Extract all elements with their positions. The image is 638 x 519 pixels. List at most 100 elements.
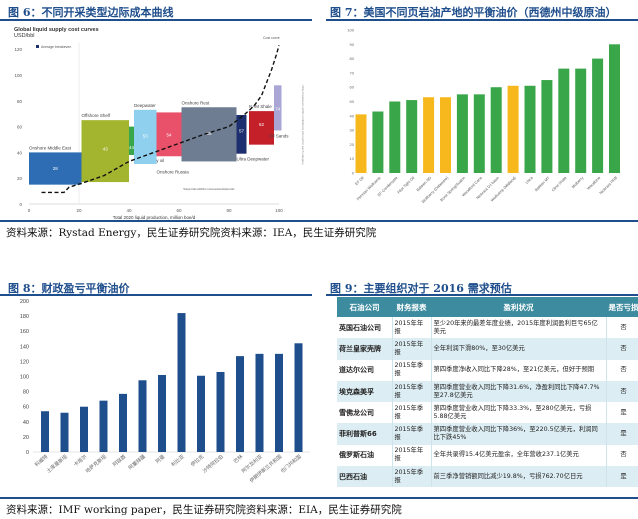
table-row: 英国石油公司 2015年年报 至少20年来的最差年度业绩，2015年度利润盈利巨亏6… xyxy=(337,317,638,339)
segment-bar xyxy=(274,85,282,131)
segment-bar xyxy=(129,126,134,155)
divider xyxy=(0,294,312,296)
report-cell: 2015年季报 xyxy=(392,466,432,488)
y-tick-label: 40 xyxy=(350,113,355,118)
x-tick-label: 利比亚 xyxy=(170,453,186,468)
loss-cell: 是 xyxy=(606,423,638,445)
company-cell: 菲利普斯66 xyxy=(337,423,393,445)
report-cell: 2015年年报 xyxy=(392,317,432,339)
segment-value: 74 xyxy=(275,107,281,112)
x-tick-label: 40 xyxy=(126,208,132,213)
bar xyxy=(575,68,587,173)
bar xyxy=(423,97,435,173)
segment-label: Offshore Shelf xyxy=(82,113,111,118)
bar xyxy=(197,375,205,452)
segment-bar xyxy=(181,107,237,162)
company-cell: 英国石油公司 xyxy=(337,317,393,339)
bar xyxy=(158,374,166,452)
report-cell: 2015年季报 xyxy=(392,423,432,445)
y-tick-label: 40 xyxy=(17,150,23,155)
y-tick-label: 60 xyxy=(350,85,355,90)
report-cell: 2015年季报 xyxy=(392,359,432,381)
x-tick-label: 阿联酋 xyxy=(111,453,127,468)
segment-label: Onshore Middle East xyxy=(29,145,72,150)
bar xyxy=(177,313,186,452)
table-row: 道达尔公司 2015年季报 第四季度净收入同比下降28%，至21亿美元，但好于预期否 xyxy=(337,359,638,381)
bar xyxy=(80,406,88,452)
segment-bar xyxy=(81,120,129,183)
company-cell: 荷兰皇家壳牌 xyxy=(337,338,393,360)
segment-value: 53 xyxy=(143,134,149,139)
y-tick-label: 180 xyxy=(20,314,29,320)
source-bottom: 资料来源：IMF working paper，民生证券研究院资料来源：EIA，民… xyxy=(6,504,402,516)
profit-cell: 全年共录得15.4亿美元盈余，全年营收237.1亿美元 xyxy=(431,444,607,467)
segment-label: NAM Shale xyxy=(249,104,272,109)
company-cell: 雪佛龙公司 xyxy=(337,402,393,424)
bar xyxy=(255,353,264,452)
x-tick-label: 也门共和国 xyxy=(279,453,303,474)
report-cell: 2015年季报 xyxy=(392,402,432,424)
x-tick-label: Bakken MT xyxy=(534,175,551,192)
x-tick-label: 哈萨克斯坦 xyxy=(84,453,108,474)
y-tick-label: 100 xyxy=(14,73,22,78)
loss-cell: 否 xyxy=(606,338,638,360)
bar xyxy=(275,353,283,452)
company-cell: 巴西石油 xyxy=(337,466,393,488)
y-tick-label: 20 xyxy=(23,435,29,441)
segment-value: 54 xyxy=(166,132,172,137)
y-tick-label: 60 xyxy=(17,125,23,130)
fig6-title: 图 6：不同开采类型边际成本曲线 xyxy=(8,6,174,19)
x-tick-label: Bakken ND xyxy=(416,176,433,193)
loss-cell: 是 xyxy=(606,402,638,424)
bar xyxy=(440,97,451,173)
y-tick-label: 140 xyxy=(20,344,29,350)
y-tick-label: 20 xyxy=(17,176,23,181)
segment-value: 43 xyxy=(103,147,109,152)
fig6-cost-curve-label: Cost curve xyxy=(263,36,280,40)
x-tick-label: 0 xyxy=(28,208,31,213)
x-tick-label: 100 xyxy=(275,208,283,213)
profit-cell: 第四季度营业收入同比下降33.3%，至280亿美元，亏损5.88亿美元 xyxy=(431,402,607,424)
y-tick-label: 30 xyxy=(350,128,355,133)
bar xyxy=(372,111,384,173)
segment-label: Ultra Deepwater xyxy=(237,157,270,162)
divider xyxy=(326,19,638,21)
x-tick-label: 土库曼斯坦 xyxy=(45,453,69,474)
bar xyxy=(524,85,536,173)
segment-value: 57 xyxy=(239,128,245,133)
segment-label: Onshore Rest xyxy=(182,100,211,105)
x-tick-label: 80 xyxy=(226,208,232,213)
fig7-title: 图 7：美国不同页岩油产地的平衡油价（西德州中级原油） xyxy=(330,6,617,19)
segment-bar xyxy=(156,112,182,157)
ci-note: Only breakeven within confidence interva… xyxy=(301,85,305,165)
y-tick-label: 80 xyxy=(23,390,29,396)
fig9-table: 石油公司 财务报表 盈利状况 是否亏损 英国石油公司 2015年年报 至少20年来的最差年… xyxy=(337,297,638,488)
y-tick-label: 60 xyxy=(23,405,29,411)
bar xyxy=(216,371,225,452)
column-header: 财务报表 xyxy=(392,297,431,317)
table-row: 菲利普斯66 2015年季报 第四季度营业收入同比下降36%，至220.5亿美元，利… xyxy=(337,423,638,445)
company-cell: 俄罗斯石油 xyxy=(337,444,393,467)
x-tick-label: 伊拉克 xyxy=(189,453,205,468)
y-tick-label: 200 xyxy=(20,299,29,305)
segment-bar xyxy=(236,114,247,154)
x-tick-label: 科威特 xyxy=(33,453,49,468)
report-cell: 2015年季报 xyxy=(392,380,432,403)
divider xyxy=(326,294,638,296)
profit-cell: 全年利润下滑80%，至30亿美元 xyxy=(431,338,607,360)
fig6-chart-title: Global liquid supply cost curves xyxy=(14,27,99,33)
table-row: 巴西石油 2015年季报 前三季净营销额同比减少19.8%，亏损762.70亿日元是 xyxy=(337,466,638,488)
bar xyxy=(294,343,303,452)
segment-label: Onshore Russia xyxy=(157,169,190,174)
segment-label: Deepwater xyxy=(134,103,156,108)
profit-cell: 第四季度营业收入同比下降36%，至220.5亿美元，利润同比下跌45% xyxy=(431,423,607,445)
column-header: 盈利状况 xyxy=(431,297,606,317)
bar xyxy=(41,411,49,452)
table-row: 埃克森美孚 2015年季报 第四季度营业收入同比下降31.6%，净盈利同比下降47.… xyxy=(337,380,638,403)
bar xyxy=(355,114,367,173)
segment-value: 44 xyxy=(129,145,135,150)
y-tick-label: 20 xyxy=(350,142,355,147)
bar xyxy=(236,356,244,452)
profit-cell: 至少20年来的最差年度业绩，2015年度利润盈利巨亏65亿美元 xyxy=(431,317,607,339)
